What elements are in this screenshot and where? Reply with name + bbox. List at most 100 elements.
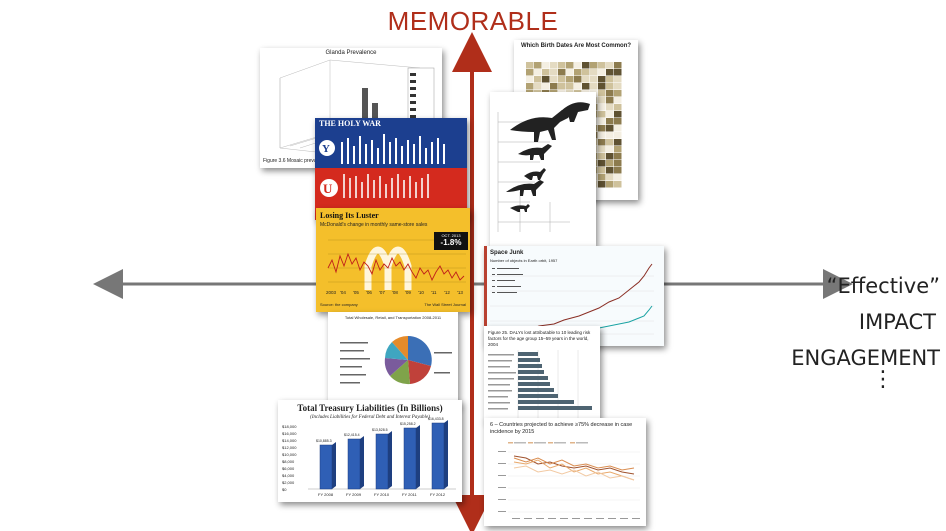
pie-title: Total Wholesale, Retail, and Transportat… xyxy=(344,315,442,320)
space-junk-subtitle: Number of objects in Earth orbit, 1957 xyxy=(490,258,558,263)
treasury-ytick: $0 xyxy=(282,487,287,492)
heatmap-cell xyxy=(526,83,534,90)
treasury-ytick: $14,000 xyxy=(282,438,297,443)
heatmap-cell xyxy=(614,62,622,69)
engagement-label: ENGAGEMENT xyxy=(791,346,940,370)
birth-dates-title: Which Birth Dates Are Most Common? xyxy=(520,43,632,49)
heatmap-cell xyxy=(614,125,622,132)
glanda-title: Glanda Prevalence xyxy=(325,50,377,56)
heatmap-cell xyxy=(606,118,614,125)
heatmap-cell xyxy=(574,83,582,90)
heatmap-cell xyxy=(558,83,566,90)
heatmap-cell xyxy=(614,104,622,111)
mcd-year: '06 xyxy=(366,290,372,295)
treasury-bars xyxy=(308,420,456,490)
treasury-year: FY 2008 xyxy=(318,492,334,497)
ellipsis-label: ⋮ xyxy=(872,367,894,392)
treasury-ytick: $18,000 xyxy=(282,424,297,429)
mcd-credit: The Wall Street Journal xyxy=(424,302,466,307)
heatmap-cell xyxy=(598,139,606,146)
holy-war-bars: Y U xyxy=(315,134,467,220)
heatmap-cell xyxy=(606,90,614,97)
treasury-value: $12,415.4 xyxy=(344,433,360,437)
heatmap-cell xyxy=(598,76,606,83)
heatmap-cell xyxy=(526,62,534,69)
heatmap-cell xyxy=(606,146,614,153)
heatmap-cell xyxy=(606,69,614,76)
svg-text:U: U xyxy=(323,181,333,196)
mcd-year: '05 xyxy=(353,290,359,295)
heatmap-cell xyxy=(526,76,534,83)
treasury-year: FY 2011 xyxy=(402,492,417,497)
heatmap-cell xyxy=(598,146,606,153)
heatmap-cell xyxy=(542,76,550,83)
heatmap-cell xyxy=(598,111,606,118)
heatmap-cell xyxy=(550,76,558,83)
heatmap-cell xyxy=(614,160,622,167)
heatmap-cell xyxy=(614,111,622,118)
heatmap-cell xyxy=(614,167,622,174)
heatmap-cell xyxy=(534,69,542,76)
heatmap-cell xyxy=(550,62,558,69)
mcd-year: '07 xyxy=(379,290,385,295)
dalys-figure: Figure 25. DALYs lost attributable to 10… xyxy=(484,326,600,422)
heatmap-cell xyxy=(598,97,606,104)
heatmap-cell xyxy=(542,62,550,69)
heatmap-cell xyxy=(598,160,606,167)
heatmap-cell xyxy=(550,83,558,90)
treasury-year: FY 2009 xyxy=(346,492,362,497)
heatmap-cell xyxy=(566,76,574,83)
heatmap-cell xyxy=(598,83,606,90)
mcd-year: '10 xyxy=(418,290,424,295)
treasury-y-axis: $18,000 $16,000 $14,000 $12,000 $10,000 … xyxy=(282,424,306,494)
heatmap-cell xyxy=(598,167,606,174)
heatmap-cell xyxy=(606,104,614,111)
treasury-subtitle: (Includes Liabilities for Federal Debt a… xyxy=(310,415,430,420)
mcd-year: '11 xyxy=(431,290,437,295)
heatmap-cell xyxy=(598,104,606,111)
mcd-subtitle: McDonald's change in monthly same-store … xyxy=(320,222,428,228)
heatmap-cell xyxy=(534,76,542,83)
heatmap-cell xyxy=(606,76,614,83)
heatmap-cell xyxy=(598,174,606,181)
heatmap-cell xyxy=(606,125,614,132)
heatmap-cell xyxy=(614,146,622,153)
glanda-caption: Figure 3.6 Mosaic prevalence xyxy=(263,158,329,164)
mcd-year: '12 xyxy=(444,290,450,295)
treasury-title: Total Treasury Liabilities (In Billions) xyxy=(297,403,443,413)
heatmap-cell xyxy=(566,62,574,69)
heatmap-cell xyxy=(614,90,622,97)
dalys-bars xyxy=(488,350,592,418)
heatmap-cell xyxy=(598,118,606,125)
treasury-ytick: $6,000 xyxy=(282,466,295,471)
heatmap-cell xyxy=(598,132,606,139)
heatmap-cell xyxy=(614,132,622,139)
heatmap-cell xyxy=(582,62,590,69)
malaria-title: 6 – Countries projected to achieve ≥75% … xyxy=(490,422,633,435)
treasury-ytick: $10,000 xyxy=(282,452,297,457)
dalys-title: Figure 25. DALYs lost attributable to 10… xyxy=(488,330,591,347)
dinosaur-size-figure xyxy=(490,92,596,246)
mcd-year: '09 xyxy=(405,290,411,295)
heatmap-cell xyxy=(606,181,614,188)
heatmap-cell xyxy=(606,97,614,104)
heatmap-cell xyxy=(558,62,566,69)
mcd-year: '08 xyxy=(392,290,398,295)
heatmap-cell xyxy=(526,69,534,76)
heatmap-cell xyxy=(606,160,614,167)
heatmap-cell xyxy=(558,69,566,76)
treasury-liabilities-figure: Total Treasury Liabilities (In Billions)… xyxy=(278,400,462,502)
malaria-figure: 6 – Countries projected to achieve ≥75% … xyxy=(484,418,646,526)
treasury-ytick: $2,000 xyxy=(282,480,295,485)
heatmap-cell xyxy=(590,62,598,69)
heatmap-cell xyxy=(606,62,614,69)
heatmap-cell xyxy=(598,69,606,76)
heatmap-cell xyxy=(614,174,622,181)
mcd-title: Losing Its Luster xyxy=(320,211,379,220)
mcd-year: '13 xyxy=(457,290,463,295)
heatmap-cell xyxy=(598,125,606,132)
heatmap-cell xyxy=(542,69,550,76)
heatmap-cell xyxy=(606,83,614,90)
mcdonalds-figure: Losing Its Luster McDonald's change in m… xyxy=(316,208,470,312)
heatmap-cell xyxy=(614,97,622,104)
